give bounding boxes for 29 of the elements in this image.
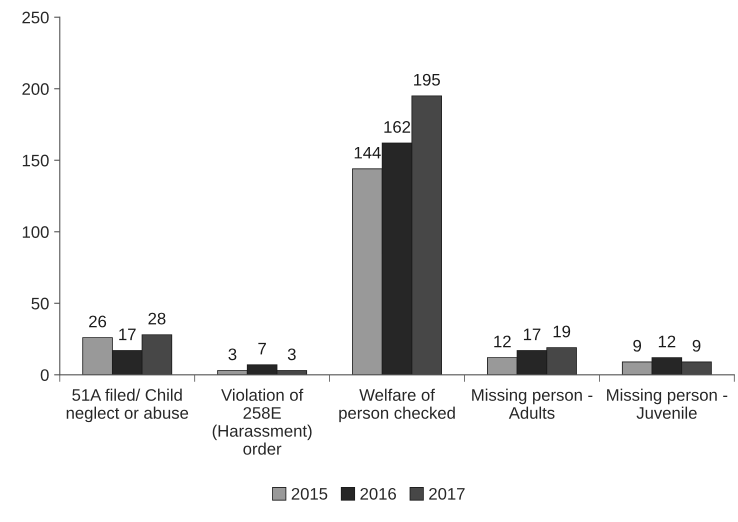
y-tick-label: 100 (22, 226, 49, 238)
data-label: 3 (228, 348, 236, 360)
data-label: 9 (692, 340, 700, 352)
y-tick-label: 0 (40, 369, 49, 381)
x-tick-label: Missing person - Juvenile (607, 388, 728, 419)
x-tick-label: Missing person - Adults (472, 388, 592, 419)
data-label: 17 (119, 328, 136, 340)
data-label: 26 (89, 316, 106, 328)
data-label: 7 (258, 342, 266, 354)
data-label: 12 (494, 336, 511, 348)
y-tick-label: 50 (31, 298, 49, 310)
data-label: 28 (148, 312, 166, 325)
data-label: 3 (288, 348, 296, 360)
data-label: 12 (658, 336, 676, 348)
x-tick-label: 51A filed/ Child neglect or abuse (66, 388, 188, 422)
data-label: 144 (354, 146, 381, 158)
legend-label: 2017 (429, 488, 465, 500)
data-label: 9 (633, 340, 642, 352)
legend-label: 2015 (292, 488, 328, 500)
x-tick-label: Welfare of person checked (339, 388, 455, 422)
y-tick-label: 200 (22, 83, 49, 95)
data-label: 17 (524, 328, 540, 340)
data-label: 195 (414, 74, 440, 86)
x-tick-label: Violation of 258E (Harassment) order (212, 388, 312, 455)
data-label: 162 (384, 121, 410, 133)
y-tick-label: 150 (22, 154, 49, 166)
legend-label: 2016 (360, 488, 396, 500)
data-label: 19 (554, 326, 570, 338)
y-tick-label: 250 (22, 12, 49, 24)
